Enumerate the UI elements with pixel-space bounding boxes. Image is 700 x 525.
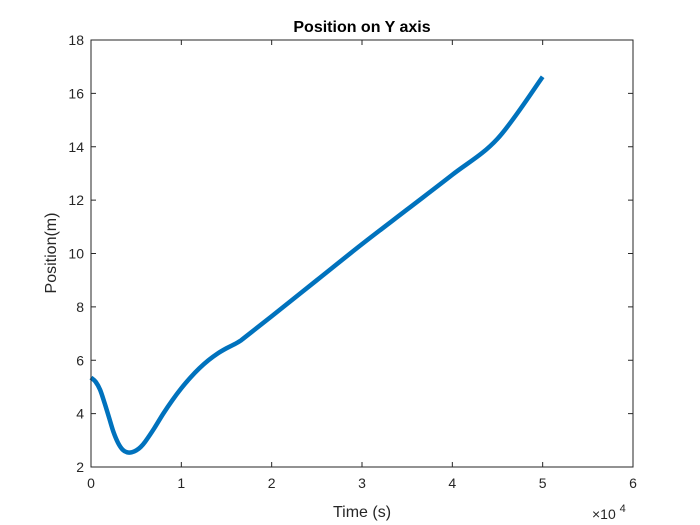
y-axis-label: Position(m): [43, 213, 60, 294]
x-tick-label: 3: [358, 475, 366, 491]
series-layer: [89, 75, 545, 455]
x-tick-label: 1: [177, 475, 185, 491]
series-line-0: [89, 75, 545, 455]
x-tick-label: 2: [268, 475, 276, 491]
y-tick-label: 10: [68, 246, 84, 262]
y-tick-label: 4: [76, 406, 84, 422]
x-axis-label: Time (s): [333, 504, 391, 521]
chart-title: Position on Y axis: [293, 19, 430, 36]
x-axis-exponent-power: 4: [620, 503, 626, 515]
x-tick-label: 6: [629, 475, 637, 491]
x-tick-label: 4: [448, 475, 456, 491]
x-axis-exponent: ×10 4: [592, 503, 626, 522]
y-tick-label: 18: [68, 32, 84, 48]
y-tick-label: 14: [68, 139, 84, 155]
x-axis-exponent-base: ×10: [592, 506, 616, 522]
y-tick-label: 6: [76, 352, 84, 368]
x-tick-label: 0: [87, 475, 95, 491]
x-tick-label: 5: [539, 475, 547, 491]
plot-area: [91, 40, 633, 467]
y-tick-label: 2: [76, 459, 84, 475]
y-tick-label: 8: [76, 299, 84, 315]
y-tick-label: 12: [68, 192, 84, 208]
y-tick-label: 16: [68, 85, 84, 101]
